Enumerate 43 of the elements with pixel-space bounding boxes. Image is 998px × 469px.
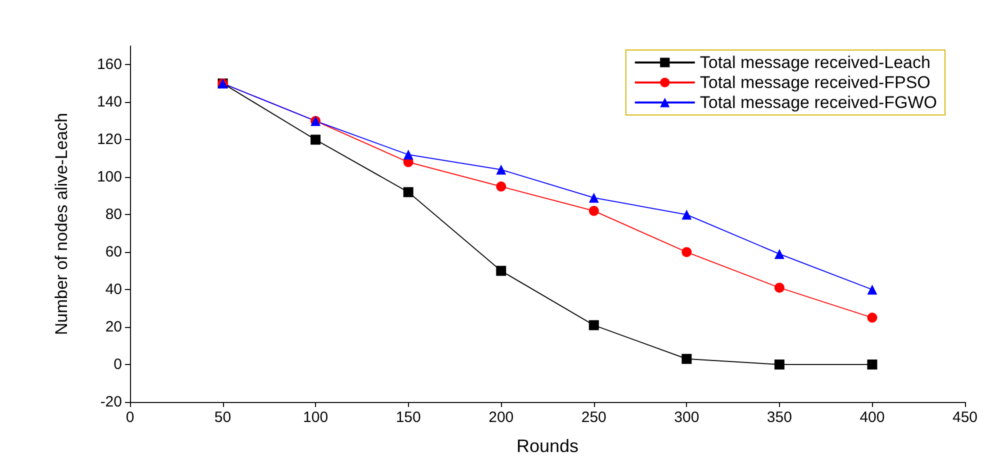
y-tick-label: 140 — [96, 94, 122, 111]
y-tick-label: 80 — [105, 206, 122, 224]
point — [496, 266, 506, 276]
legend-label: Total message received-FGWO — [700, 93, 938, 112]
x-tick-label: 100 — [303, 409, 328, 426]
point — [682, 247, 692, 258]
point — [588, 192, 599, 203]
x-axis-title: Rounds — [516, 436, 579, 456]
x-tick-label: 200 — [488, 409, 514, 426]
y-tick-label: 60 — [105, 244, 122, 261]
x-tick-label: 450 — [952, 409, 978, 426]
point — [774, 248, 784, 259]
y-tick-label: 120 — [96, 131, 122, 148]
x-tick-label: 250 — [581, 409, 606, 426]
y-tick-label: 100 — [96, 168, 122, 186]
point — [403, 187, 414, 198]
point — [682, 354, 692, 364]
y-axis-title: Number of nodes alive-Leach — [52, 112, 71, 336]
point — [496, 164, 506, 175]
x-tick-label: 0 — [126, 409, 134, 426]
y-tick-label: 40 — [105, 281, 122, 298]
y-tick-label: 20 — [105, 318, 122, 336]
point — [403, 150, 414, 160]
x-tick-label: 150 — [396, 409, 421, 426]
point — [774, 282, 784, 293]
y-tick-label: 160 — [96, 56, 122, 74]
y-tick-label: -20 — [100, 394, 122, 410]
point — [774, 360, 784, 370]
x-tick-label: 50 — [214, 409, 232, 426]
y-tick-label: 0 — [114, 356, 122, 374]
point — [867, 360, 878, 370]
point — [867, 312, 878, 323]
x-tick-label: 350 — [766, 409, 792, 426]
x-tick-label: 300 — [674, 409, 700, 426]
point — [496, 182, 506, 192]
point — [867, 284, 878, 295]
point — [588, 320, 599, 330]
point — [588, 206, 599, 216]
legend-label: Total message received-Leach — [700, 53, 930, 72]
point — [310, 134, 321, 145]
point — [682, 210, 692, 220]
x-tick-label: 400 — [860, 409, 885, 426]
legend-label: Total message received-FPSO — [700, 73, 930, 92]
